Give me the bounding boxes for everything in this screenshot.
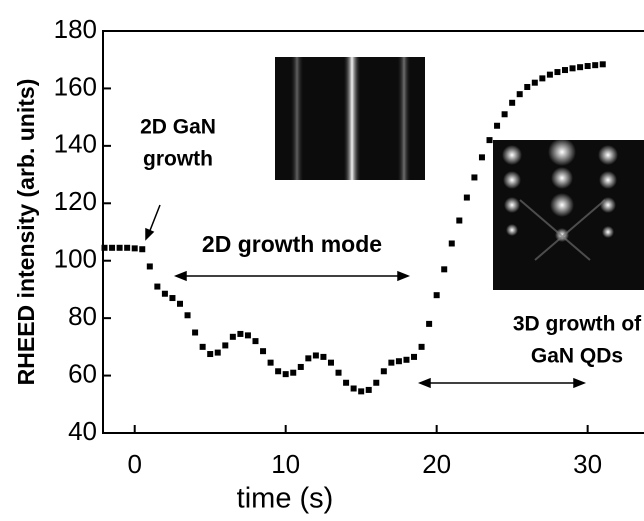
data-point [373,379,380,386]
data-point [320,353,327,360]
data-point [478,154,485,161]
data-point [539,75,546,82]
data-point [139,246,146,253]
data-point [335,369,342,376]
data-point [327,359,334,366]
x-axis-label: time (s) [237,483,334,515]
y-axis-label: RHEED intensity (arb. units) [13,79,39,386]
rheed-inset-2d [275,57,425,180]
data-point [252,338,259,345]
data-point [448,240,455,247]
data-point [501,111,508,118]
data-point [388,359,395,366]
data-point [411,353,418,360]
data-point [584,63,591,70]
data-point [471,174,478,181]
y-tick-label: 80 [68,301,97,331]
data-point [569,65,576,72]
data-point [546,71,553,78]
data-point [237,330,244,337]
data-point [192,329,199,336]
data-point [343,379,350,386]
data-point [592,62,599,69]
data-point [365,386,372,393]
data-point [562,67,568,74]
data-point [494,122,501,129]
data-point [433,292,440,299]
x-tick-label: 10 [271,449,300,479]
data-point [599,61,606,68]
data-point [290,369,297,376]
data-point [229,333,236,340]
data-point [207,351,214,358]
data-point [350,385,357,392]
x-tick-label: 30 [573,449,602,479]
annotation: GaN QDs [531,345,623,368]
y-tick-label: 160 [54,71,97,101]
data-point [426,320,433,327]
data-point [124,244,131,251]
data-point [358,388,365,395]
data-point [177,300,183,307]
data-point [214,349,221,356]
y-tick-label: 180 [54,14,97,44]
data-point [312,352,319,359]
data-point [161,290,168,297]
axes-frame [102,30,644,434]
data-point [275,368,282,375]
data-point [403,356,410,363]
data-point [222,342,229,349]
data-point [146,263,153,270]
x-tick-label: 0 [127,449,141,479]
data-point [577,64,584,71]
annotation: growth [143,148,213,171]
data-point [101,244,108,251]
y-tick-label: 140 [54,129,97,159]
data-point [531,79,538,86]
data-point [267,359,274,366]
data-point [516,91,523,98]
data-point [199,343,206,350]
data-point [463,194,470,201]
arrows [145,204,587,389]
data-point [441,266,448,273]
data-point [486,137,493,144]
x-tick-label: 20 [422,449,451,479]
data-point [509,99,516,106]
data-point [297,363,304,370]
data-point [554,69,561,76]
annotation: 2D growth mode [202,231,382,257]
data-point [169,295,176,302]
data-point [244,332,251,339]
y-tick-label: 40 [68,416,97,446]
annotation: 2D GaN [140,116,216,139]
data-point [418,343,425,350]
annotation: 3D growth of [513,313,642,336]
data-point [154,283,161,290]
data-point [116,244,123,251]
y-tick-label: 120 [54,186,97,216]
y-tick-label: 100 [54,244,97,274]
data-point [260,348,267,355]
data-point [184,312,191,319]
y-tick-label: 60 [68,358,97,388]
data-point [282,371,289,378]
data-point [305,355,312,362]
data-point [109,244,116,251]
data-point [131,245,138,252]
rheed-inset-3d [493,138,644,290]
data-point [395,358,402,365]
data-point [524,83,531,90]
data-point [380,368,387,375]
data-point [456,217,463,224]
